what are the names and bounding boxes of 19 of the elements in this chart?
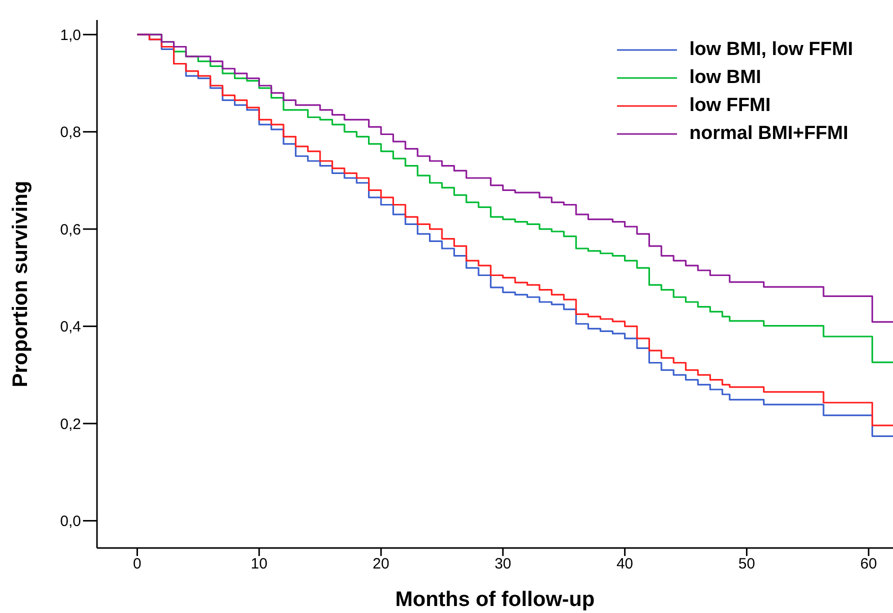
legend-label: low BMI [689, 67, 762, 89]
y-tick-label: 0,4 [60, 318, 81, 336]
x-tick-label: 40 [616, 556, 634, 573]
legend-label: low BMI, low FFMI [689, 39, 853, 61]
y-axis-title: Proportion surviving [9, 180, 33, 388]
y-tick-label: 0,2 [60, 416, 81, 433]
x-tick-label: 30 [494, 556, 512, 573]
y-tick-label: 0,0 [60, 513, 81, 530]
x-tick-label: 20 [372, 556, 390, 573]
x-axis-title: Months of follow-up [395, 588, 595, 611]
x-tick-label: 0 [133, 556, 142, 573]
legend-label: normal BMI+FFMI [689, 123, 848, 145]
y-tick-label: 0,8 [60, 124, 81, 142]
y-tick-label: 1,0 [60, 26, 81, 44]
x-tick-label: 60 [860, 556, 877, 573]
legend-label: low FFMI [689, 95, 771, 117]
x-tick-label: 50 [738, 556, 756, 573]
y-tick-label: 0,6 [60, 221, 81, 238]
x-tick-label: 10 [250, 556, 268, 573]
